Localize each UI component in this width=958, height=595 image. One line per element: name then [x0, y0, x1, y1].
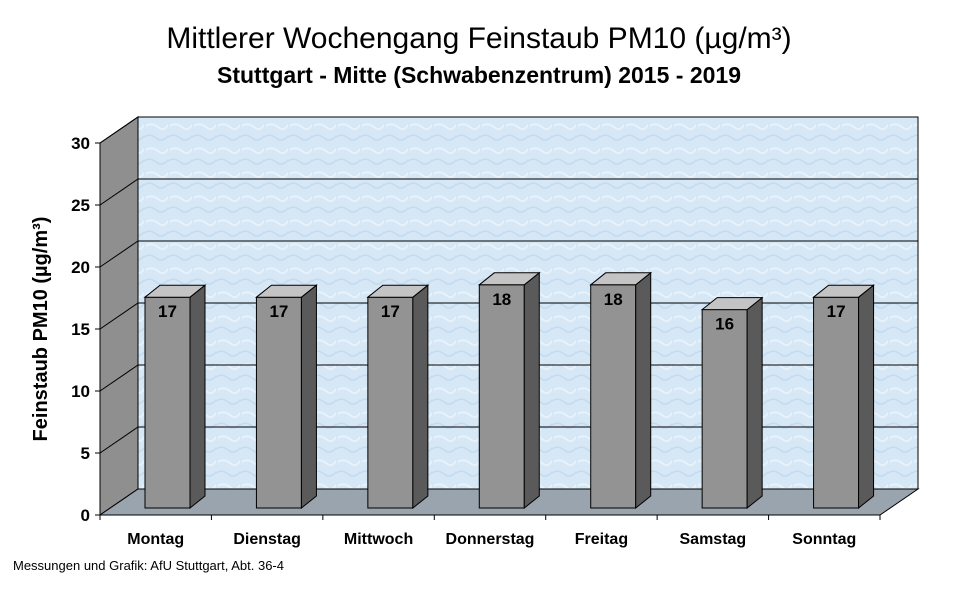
bar-top — [255, 284, 318, 298]
bar-top — [812, 284, 875, 298]
x-tick-label: Montag — [127, 531, 184, 548]
x-tick-label: Dienstag — [233, 531, 301, 548]
bar-top — [366, 284, 430, 298]
bar — [367, 296, 414, 509]
y-tick-label: 0 — [81, 506, 90, 525]
y-tick-label: 15 — [71, 320, 90, 339]
source-note: Messungen und Grafik: AfU Stuttgart, Abt… — [13, 558, 284, 573]
bar — [813, 296, 860, 509]
bar — [478, 284, 525, 509]
bar-side — [189, 284, 206, 510]
data-label: 17 — [158, 302, 177, 321]
bar-side — [635, 271, 652, 510]
x-tick-label: Mittwoch — [344, 531, 413, 548]
x-tick-label: Samstag — [680, 531, 747, 548]
data-label: 18 — [604, 290, 623, 309]
data-label: 17 — [827, 302, 846, 321]
y-axis-label: Feinstaub PM10 (µg/m³) — [30, 217, 52, 442]
bar-top — [477, 272, 541, 286]
chart-title: Mittlerer Wochengang Feinstaub PM10 (µg/… — [166, 22, 792, 55]
chart-subtitle: Stuttgart - Mitte (Schwabenzentrum) 2015… — [217, 62, 741, 88]
x-tick-label: Donnerstag — [446, 531, 535, 548]
bar — [590, 284, 637, 509]
data-label: 17 — [269, 302, 288, 321]
y-tick-label: 25 — [71, 196, 90, 215]
bar-side — [523, 271, 540, 510]
bar-side — [746, 296, 763, 510]
gridline — [99, 178, 918, 206]
y-tick-label: 30 — [71, 134, 90, 153]
gridline — [99, 302, 918, 330]
bar-top — [143, 284, 207, 298]
y-tick-label: 5 — [81, 444, 90, 463]
data-label: 18 — [492, 290, 511, 309]
y-tick-label: 20 — [71, 258, 90, 277]
bar — [255, 296, 302, 509]
bar — [144, 296, 191, 509]
bar — [701, 309, 748, 509]
bar-side — [858, 284, 875, 510]
data-label: 16 — [715, 315, 734, 334]
bar-side — [300, 284, 317, 510]
gridline — [99, 364, 918, 392]
gridline — [99, 116, 918, 144]
bar-top — [700, 297, 764, 311]
x-tick-label: Sonntag — [792, 531, 856, 548]
x-tick-label: Freitag — [575, 531, 628, 548]
gridline — [99, 240, 918, 268]
bar-top — [589, 272, 653, 286]
gridline — [99, 426, 918, 454]
bar-side — [412, 284, 429, 510]
y-tick-label: 10 — [71, 382, 90, 401]
data-label: 17 — [381, 302, 400, 321]
